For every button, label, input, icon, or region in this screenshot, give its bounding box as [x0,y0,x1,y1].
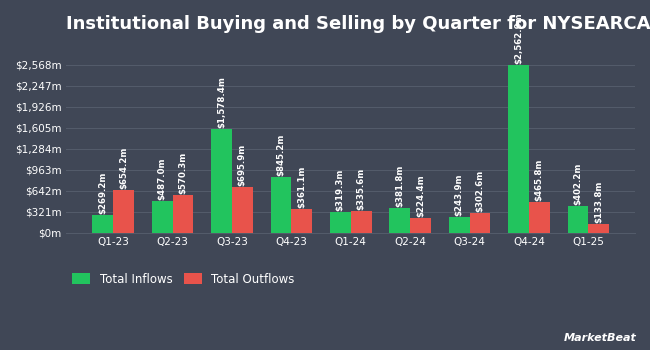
Text: $302.6m: $302.6m [475,169,484,212]
Text: $487.0m: $487.0m [158,157,166,200]
Bar [389,208,410,233]
Bar [351,211,372,233]
Bar [508,65,529,233]
Text: $319.3m: $319.3m [336,168,345,211]
Text: $361.1m: $361.1m [297,166,306,208]
Bar [172,195,193,233]
Bar [211,130,232,233]
Bar [291,209,312,233]
Bar [567,206,588,233]
Bar [330,212,351,233]
Bar [448,217,469,233]
Text: $381.8m: $381.8m [395,164,404,206]
Bar [410,218,431,233]
Text: $224.4m: $224.4m [416,174,425,217]
Text: $1,578.4m: $1,578.4m [217,77,226,128]
Bar [92,215,113,233]
Text: $845.2m: $845.2m [276,134,285,176]
Bar [151,201,172,233]
Bar [588,224,609,233]
Text: MarketBeat: MarketBeat [564,333,637,343]
Text: $2,562.9m: $2,562.9m [514,12,523,64]
Bar [232,187,253,233]
Text: $243.9m: $243.9m [454,173,463,216]
Text: $695.9m: $695.9m [238,144,247,186]
Text: $402.2m: $402.2m [573,163,582,205]
Bar [113,190,134,233]
Text: $269.2m: $269.2m [98,172,107,214]
Bar [529,202,550,233]
Bar [469,213,490,233]
Bar [270,177,291,233]
Text: Institutional Buying and Selling by Quarter for NYSEARCA:IWR: Institutional Buying and Selling by Quar… [66,15,650,33]
Legend: Total Inflows, Total Outflows: Total Inflows, Total Outflows [72,273,294,286]
Text: $465.8m: $465.8m [535,159,544,201]
Text: $570.3m: $570.3m [178,152,187,194]
Text: $335.6m: $335.6m [357,167,366,210]
Text: $654.2m: $654.2m [119,146,128,189]
Text: $133.8m: $133.8m [594,181,603,223]
